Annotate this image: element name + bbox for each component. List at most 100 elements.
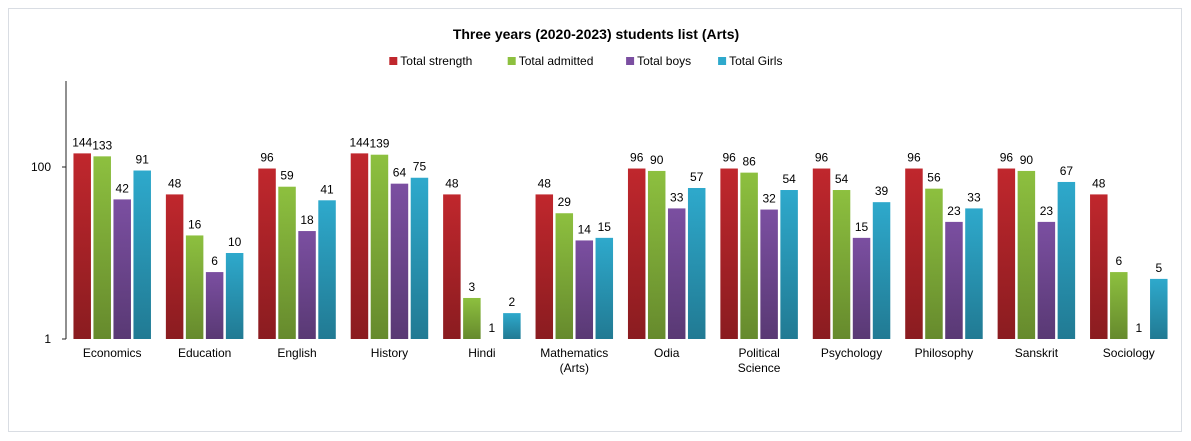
bar-psychology-total-boys [852,237,871,339]
bar-sociology-total-strength [1090,194,1108,339]
bar-education-total-girls [225,253,244,339]
chart-frame: Three years (2020-2023) students list (A… [8,8,1182,432]
x-tick-label-english: English [277,346,316,360]
data-label-sanskrit-total-girls: 67 [1060,164,1074,178]
data-label-mathematics-arts-total-boys: 14 [578,222,592,236]
data-label-english-total-strength: 96 [260,151,274,165]
data-label-political-science-total-girls: 54 [782,172,796,186]
data-label-education-total-boys: 6 [211,254,218,268]
bar-psychology-total-admitted [832,190,851,339]
bar-education-total-strength [165,194,184,339]
bar-history-total-strength [350,153,369,339]
bar-political-science-total-girls [780,190,798,339]
bars [73,153,1168,339]
legend: Total strength Total admitted Total boys To… [389,54,782,68]
data-label-hindi-total-admitted: 3 [469,280,476,294]
data-label-psychology-total-admitted: 54 [835,172,849,186]
chart-title: Three years (2020-2023) students list (A… [453,26,739,42]
data-label-sanskrit-total-admitted: 90 [1020,153,1034,167]
bar-mathematics-arts-total-girls [595,237,614,339]
data-label-english-total-girls: 41 [320,182,334,196]
data-label-sanskrit-total-strength: 96 [1000,151,1014,165]
data-label-odia-total-boys: 33 [670,190,684,204]
data-label-history-total-admitted: 139 [369,137,389,151]
axes: 1 100 [31,81,67,346]
x-tick-label-political-science: Political Science [738,346,781,375]
data-label-philosophy-total-admitted: 56 [927,171,941,185]
bar-psychology-total-strength [812,168,831,339]
bar-education-total-admitted [185,235,204,339]
data-label-economics-total-girls: 91 [136,153,150,167]
legend-item-total-admitted: Total admitted [507,54,594,68]
data-label-hindi-total-boys: 1 [489,321,496,335]
bar-sociology-total-admitted [1110,272,1128,339]
x-tick-label-education: Education [178,346,231,360]
bar-english-total-strength [258,168,276,339]
bar-odia-total-strength [627,168,646,339]
data-label-mathematics-arts-total-girls: 15 [598,220,612,234]
x-tick-label-history: History [371,346,408,360]
bar-english-total-girls [318,200,336,339]
data-label-odia-total-admitted: 90 [650,153,664,167]
data-label-economics-total-strength: 144 [72,135,92,149]
legend-swatch [718,57,727,65]
bar-odia-total-admitted [647,170,666,339]
bar-history-total-girls [410,177,429,339]
legend-label: Total boys [637,54,691,68]
y-tick-label-1: 1 [44,332,51,346]
bar-hindi-total-admitted [463,297,481,339]
data-label-history-total-boys: 64 [393,166,407,180]
bar-hindi-total-girls [503,313,521,339]
data-label-sociology-total-strength: 48 [1092,176,1106,190]
data-label-sociology-total-boys: 1 [1135,321,1142,335]
bar-philosophy-total-strength [905,168,923,339]
bar-political-science-total-boys [760,209,778,339]
data-label-sociology-total-girls: 5 [1155,261,1162,275]
bar-political-science-total-strength [720,168,738,339]
data-label-odia-total-girls: 57 [690,170,704,184]
data-label-psychology-total-strength: 96 [815,151,829,165]
legend-label: Total admitted [519,54,594,68]
bar-sanskrit-total-boys [1037,221,1056,339]
x-tick-label-psychology: Psychology [821,346,882,360]
bar-political-science-total-admitted [740,172,758,339]
x-tick-labels: Economics Education English History Hindi Mat… [83,346,1155,375]
bar-mathematics-arts-total-strength [535,194,554,339]
bar-psychology-total-girls [872,202,891,339]
data-label-hindi-total-girls: 2 [509,295,516,309]
bar-sanskrit-total-strength [997,168,1016,339]
data-label-history-total-strength: 144 [349,135,369,149]
data-label-economics-total-boys: 42 [116,181,130,195]
data-label-philosophy-total-strength: 96 [907,151,921,165]
data-label-english-total-admitted: 59 [280,169,294,183]
bar-philosophy-total-boys [945,221,963,339]
bar-philosophy-total-admitted [925,188,943,339]
data-label-hindi-total-strength: 48 [445,176,459,190]
bar-philosophy-total-girls [965,208,983,339]
data-label-philosophy-total-boys: 23 [947,204,961,218]
data-label-economics-total-admitted: 133 [92,138,112,152]
bar-history-total-admitted [370,154,389,339]
x-tick-label-sanskrit: Sanskrit [1015,346,1059,360]
data-label-sanskrit-total-boys: 23 [1040,204,1054,218]
bar-economics-total-admitted [93,156,111,339]
data-label-political-science-total-strength: 96 [722,151,736,165]
bar-economics-total-girls [133,170,151,339]
bar-education-total-boys [205,272,224,339]
bar-history-total-boys [390,183,409,339]
bar-odia-total-girls [687,187,706,339]
data-label-education-total-admitted: 16 [188,217,202,231]
data-label-mathematics-arts-total-admitted: 29 [558,195,572,209]
bar-english-total-admitted [278,186,296,339]
legend-swatch [389,57,398,65]
bar-economics-total-boys [113,199,131,339]
legend-label: Total Girls [729,54,782,68]
x-tick-label-odia: Odia [654,346,680,360]
legend-label: Total strength [400,54,472,68]
legend-swatch [626,57,635,65]
data-label-political-science-total-admitted: 86 [742,155,756,169]
legend-item-total-strength: Total strength [389,54,472,68]
data-label-psychology-total-girls: 39 [875,184,889,198]
x-tick-label-hindi: Hindi [468,346,495,360]
